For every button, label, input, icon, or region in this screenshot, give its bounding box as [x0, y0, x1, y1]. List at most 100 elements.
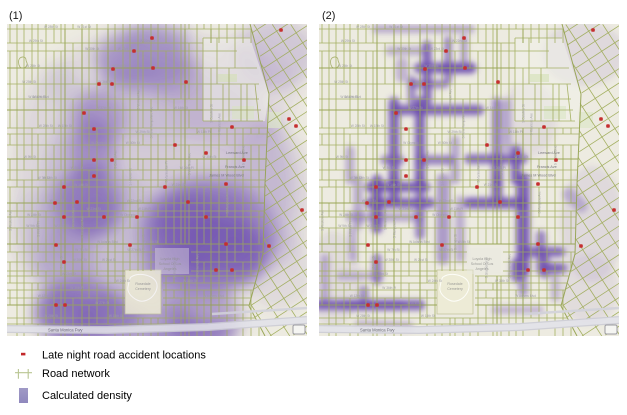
- svg-text:(2): (2): [322, 10, 335, 22]
- svg-text:S Vermont Ave: S Vermont Ave: [137, 89, 141, 110]
- svg-text:W 28th St: W 28th St: [356, 314, 370, 318]
- svg-text:S Manhattan Pl: S Manhattan Pl: [477, 161, 481, 183]
- svg-text:W 23rd St: W 23rd St: [430, 47, 444, 51]
- svg-text:S Western Ave: S Western Ave: [321, 210, 325, 231]
- svg-text:S Mariposa Ave: S Mariposa Ave: [393, 216, 397, 238]
- svg-text:Francis Ave: Francis Ave: [537, 165, 557, 169]
- svg-text:W 12th St: W 12th St: [350, 294, 364, 298]
- svg-text:Leeward Ave: Leeward Ave: [226, 151, 248, 155]
- svg-text:W Olympic: W Olympic: [403, 141, 419, 145]
- svg-text:W 25th St: W 25th St: [55, 224, 69, 228]
- svg-text:W 12th St: W 12th St: [32, 95, 46, 99]
- svg-text:Calculated density: Calculated density: [42, 390, 132, 402]
- svg-text:S New Hampshire Ave: S New Hampshire Ave: [150, 106, 154, 138]
- svg-text:Cemetery: Cemetery: [447, 287, 463, 291]
- svg-text:Angeles: Angeles: [476, 267, 489, 271]
- svg-text:W Adams Blvd: W Adams Blvd: [97, 240, 118, 244]
- svg-text:W 28th St: W 28th St: [39, 124, 53, 128]
- svg-text:W 7th St: W 7th St: [75, 248, 87, 252]
- svg-text:W Olympic: W Olympic: [120, 213, 136, 217]
- svg-text:W Adams Blvd: W Adams Blvd: [340, 95, 361, 99]
- svg-text:W 25th St: W 25th St: [334, 80, 348, 84]
- svg-text:W 36th Pl: W 36th Pl: [382, 286, 396, 290]
- svg-text:W 30th St: W 30th St: [438, 141, 452, 145]
- svg-text:W 15th St: W 15th St: [370, 124, 384, 128]
- svg-text:W Adams Blvd: W Adams Blvd: [515, 294, 536, 298]
- svg-text:W 21st St: W 21st St: [102, 258, 116, 262]
- svg-text:W 9th St: W 9th St: [26, 224, 38, 228]
- svg-text:S Hobart Blvd: S Hobart Blvd: [554, 145, 558, 165]
- svg-text:S Gramercy Pl: S Gramercy Pl: [485, 257, 489, 278]
- svg-text:W 21st St: W 21st St: [484, 183, 498, 187]
- svg-text:S Wilton Pl: S Wilton Pl: [37, 221, 41, 237]
- svg-text:W 29th St: W 29th St: [448, 130, 462, 134]
- svg-text:W 21st St: W 21st St: [414, 258, 428, 262]
- svg-text:W 23rd St: W 23rd St: [62, 272, 76, 276]
- svg-text:S New Hampshire Ave: S New Hampshire Ave: [462, 106, 466, 138]
- svg-text:Leeward Ave: Leeward Ave: [538, 151, 560, 155]
- svg-text:W Adams Blvd: W Adams Blvd: [28, 95, 49, 99]
- svg-text:W 28th St: W 28th St: [351, 124, 365, 128]
- svg-text:Rosedale: Rosedale: [135, 282, 150, 286]
- svg-text:W 36th Pl: W 36th Pl: [98, 80, 112, 84]
- svg-text:S Van Ness Ave: S Van Ness Ave: [188, 152, 192, 175]
- svg-text:S Irolo St: S Irolo St: [60, 256, 64, 269]
- svg-text:W 8th St: W 8th St: [383, 166, 395, 170]
- svg-text:W 22nd St: W 22nd St: [452, 39, 467, 43]
- svg-text:W 24th St: W 24th St: [338, 64, 352, 68]
- svg-text:W 28th St: W 28th St: [385, 258, 399, 262]
- svg-text:W 35th St: W 35th St: [495, 279, 509, 283]
- svg-text:S Hobart Blvd: S Hobart Blvd: [242, 145, 246, 165]
- svg-text:W 30th St: W 30th St: [126, 141, 140, 145]
- svg-text:W 28th St: W 28th St: [44, 25, 58, 29]
- svg-text:S Catalina St: S Catalina St: [522, 104, 526, 123]
- svg-text:W 11th Pl: W 11th Pl: [509, 130, 523, 134]
- svg-text:Rosedale: Rosedale: [447, 282, 462, 286]
- svg-text:W 29th St: W 29th St: [341, 39, 355, 43]
- svg-text:S Vermont Ave: S Vermont Ave: [449, 89, 453, 110]
- svg-text:W 30th St: W 30th St: [85, 47, 99, 51]
- svg-text:W 27th St: W 27th St: [127, 248, 141, 252]
- svg-text:S Kenmore Ave: S Kenmore Ave: [530, 113, 534, 135]
- svg-text:S Kenmore Ave: S Kenmore Ave: [218, 113, 222, 135]
- svg-text:W 29th St: W 29th St: [136, 130, 150, 134]
- svg-text:School Of Los: School Of Los: [471, 262, 494, 266]
- svg-text:W 12th St: W 12th St: [344, 95, 358, 99]
- svg-text:W 29th St: W 29th St: [29, 39, 43, 43]
- svg-text:W 24th St: W 24th St: [428, 279, 442, 283]
- svg-text:W 15th St: W 15th St: [58, 124, 72, 128]
- svg-text:Loyola High: Loyola High: [473, 257, 492, 261]
- svg-text:W 7th St: W 7th St: [387, 248, 399, 252]
- svg-text:(1): (1): [9, 10, 22, 22]
- svg-text:S Manhattan Pl: S Manhattan Pl: [165, 161, 169, 183]
- svg-text:W 36th Pl: W 36th Pl: [180, 166, 194, 170]
- svg-text:James M Wood Blvd: James M Wood Blvd: [209, 174, 244, 178]
- svg-text:W 9th St: W 9th St: [336, 155, 348, 159]
- svg-text:W 24th St: W 24th St: [26, 64, 40, 68]
- svg-text:W 24th St: W 24th St: [27, 213, 41, 217]
- svg-text:James M Wood Blvd: James M Wood Blvd: [521, 174, 556, 178]
- svg-text:W 21st St: W 21st St: [77, 25, 91, 29]
- svg-text:W 23rd St: W 23rd St: [399, 207, 413, 211]
- svg-text:Late night road accident locat: Late night road accident locations: [42, 350, 206, 362]
- svg-text:S Western Ave: S Western Ave: [9, 210, 13, 231]
- svg-text:W 28th St: W 28th St: [356, 25, 370, 29]
- svg-text:W Adams Blvd: W Adams Blvd: [409, 240, 430, 244]
- svg-text:S Mariposa Ave: S Mariposa Ave: [538, 191, 542, 213]
- svg-text:W 14th St: W 14th St: [174, 106, 188, 110]
- svg-text:W 12th St: W 12th St: [43, 176, 57, 180]
- svg-text:W 22nd St: W 22nd St: [127, 199, 142, 203]
- svg-text:W 7th St: W 7th St: [38, 176, 50, 180]
- svg-text:W 9th St: W 9th St: [24, 155, 36, 159]
- svg-text:W 25th St: W 25th St: [22, 80, 36, 84]
- svg-text:W 11th Pl: W 11th Pl: [197, 130, 211, 134]
- svg-text:W 11th Pl: W 11th Pl: [138, 207, 152, 211]
- svg-text:W 15th St: W 15th St: [421, 314, 435, 318]
- svg-text:W 9th St: W 9th St: [338, 224, 350, 228]
- svg-text:Cemetery: Cemetery: [135, 287, 151, 291]
- svg-text:Francis Ave: Francis Ave: [225, 165, 245, 169]
- svg-text:S Catalina St: S Catalina St: [210, 104, 214, 123]
- svg-text:Santa Monica Fwy: Santa Monica Fwy: [360, 328, 395, 333]
- svg-text:W 24th St: W 24th St: [116, 279, 130, 283]
- svg-text:Road network: Road network: [42, 368, 110, 380]
